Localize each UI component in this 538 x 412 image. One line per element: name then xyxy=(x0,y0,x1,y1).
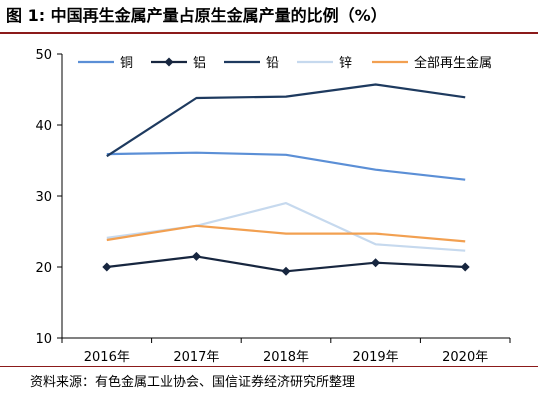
x-tick-label: 2020年 xyxy=(442,350,488,364)
x-tick-label: 2019年 xyxy=(353,350,399,364)
legend-label: 锌 xyxy=(339,56,352,71)
chart-title: 图 1: 中国再生金属产量占原生金属产量的比例（%） xyxy=(6,6,387,25)
series-line xyxy=(106,202,466,252)
data-point-marker xyxy=(371,258,381,268)
x-tick-label: 2017年 xyxy=(173,350,219,364)
legend-marker xyxy=(164,57,174,67)
source-note: 资料来源：有色金属工业协会、国信证券经济研究所整理 xyxy=(30,375,356,390)
y-tick-label: 50 xyxy=(35,48,52,63)
data-point-marker xyxy=(102,262,112,272)
y-tick-label: 30 xyxy=(35,190,52,205)
data-point-marker xyxy=(460,262,470,272)
line-chart: 10 20 30 40 50 2016年 2017年 2018年 2019年 2020年 铜 铝 铅 锌 全… xyxy=(35,48,511,364)
series-line xyxy=(106,224,466,243)
data-point-marker xyxy=(191,251,201,261)
series-line xyxy=(106,151,466,181)
x-tick-label: 2018年 xyxy=(263,350,309,364)
source-divider xyxy=(0,366,538,367)
legend-label: 铝 xyxy=(193,56,206,71)
legend-label: 全部再生金属 xyxy=(414,55,492,71)
y-tick-label: 40 xyxy=(35,119,52,134)
data-point-marker xyxy=(281,266,291,276)
legend-label: 铜 xyxy=(120,56,133,71)
x-tick-label: 2016年 xyxy=(84,350,130,364)
y-tick-label: 20 xyxy=(35,261,52,276)
legend-label: 铅 xyxy=(266,56,279,71)
series-line xyxy=(106,83,466,158)
y-tick-label: 10 xyxy=(35,332,52,347)
title-divider xyxy=(0,32,538,34)
